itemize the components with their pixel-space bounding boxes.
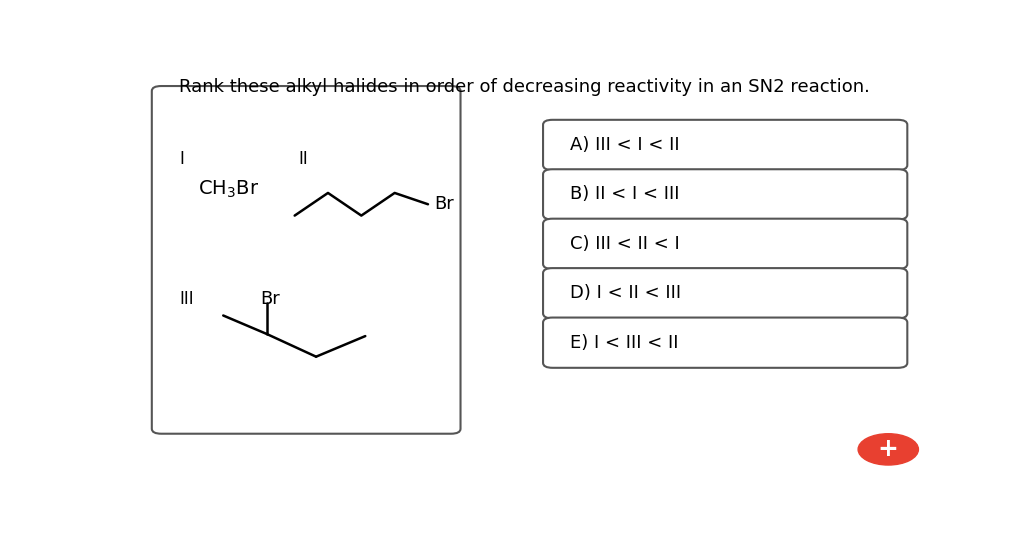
FancyBboxPatch shape xyxy=(543,169,907,219)
Text: Br: Br xyxy=(260,290,281,308)
Text: D) I < II < III: D) I < II < III xyxy=(570,284,681,302)
Text: B) II < I < III: B) II < I < III xyxy=(570,185,680,203)
FancyBboxPatch shape xyxy=(543,219,907,269)
Text: C) III < II < I: C) III < II < I xyxy=(570,235,680,253)
Text: +: + xyxy=(878,438,899,461)
FancyBboxPatch shape xyxy=(543,318,907,368)
Text: Rank these alkyl halides in order of decreasing reactivity in an SN2 reaction.: Rank these alkyl halides in order of dec… xyxy=(179,78,870,96)
FancyBboxPatch shape xyxy=(152,86,461,434)
FancyBboxPatch shape xyxy=(543,120,907,170)
Text: III: III xyxy=(179,290,195,308)
Text: A) III < I < II: A) III < I < II xyxy=(570,136,680,154)
Text: II: II xyxy=(299,150,308,168)
Text: E) I < III < II: E) I < III < II xyxy=(570,334,679,351)
Circle shape xyxy=(858,434,919,465)
FancyBboxPatch shape xyxy=(543,268,907,318)
Text: $\mathregular{CH_3Br}$: $\mathregular{CH_3Br}$ xyxy=(198,179,259,201)
Text: I: I xyxy=(179,150,184,168)
Text: Br: Br xyxy=(434,195,454,213)
